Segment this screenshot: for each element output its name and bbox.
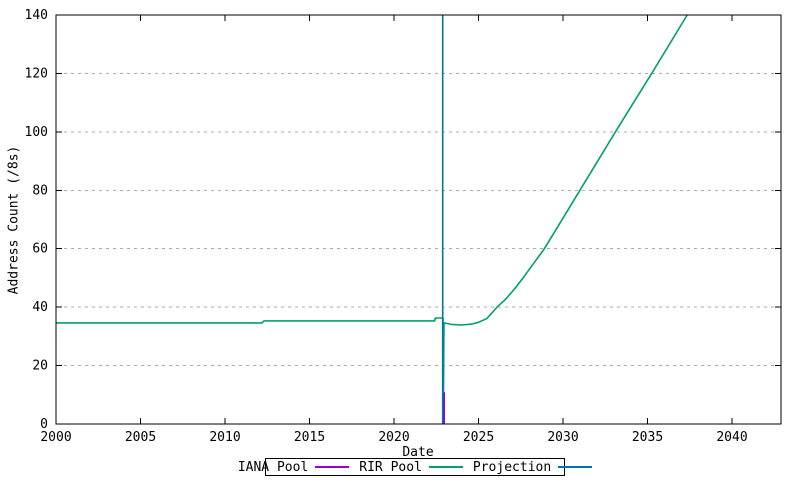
legend-label-projection: Projection <box>472 459 552 475</box>
svg-text:100: 100 <box>25 125 48 140</box>
svg-text:2035: 2035 <box>632 430 663 445</box>
legend-item-rir-pool: RIR Pool <box>359 460 463 475</box>
legend-item-projection: Projection <box>472 459 593 475</box>
legend-label-iana-pool: IANA Pool <box>237 459 309 475</box>
svg-text:2020: 2020 <box>378 430 409 445</box>
y-axis-label: Address Count (/8s) <box>6 145 22 295</box>
x-axis-label: Date <box>402 445 434 460</box>
legend-key-rir-pool-line <box>428 466 463 468</box>
svg-text:80: 80 <box>32 183 48 198</box>
svg-text:20: 20 <box>32 359 48 374</box>
svg-text:2030: 2030 <box>547 430 578 445</box>
legend-item-iana-pool: IANA Pool <box>237 459 350 475</box>
legend-label-rir-pool: RIR Pool <box>359 459 422 475</box>
svg-text:2025: 2025 <box>463 430 494 445</box>
svg-text:2005: 2005 <box>125 430 156 445</box>
svg-text:60: 60 <box>32 242 48 257</box>
legend-key-projection-line <box>558 466 593 468</box>
svg-text:2000: 2000 <box>40 430 71 445</box>
legend-key-iana-pool-line <box>315 466 350 468</box>
svg-text:0: 0 <box>40 417 48 432</box>
svg-text:40: 40 <box>32 300 48 315</box>
svg-text:2010: 2010 <box>209 430 240 445</box>
svg-text:2040: 2040 <box>716 430 747 445</box>
svg-text:2015: 2015 <box>294 430 325 445</box>
legend-box: IANA Pool RIR Pool Projection <box>238 458 593 476</box>
svg-text:140: 140 <box>25 8 48 23</box>
svg-text:120: 120 <box>25 66 48 81</box>
